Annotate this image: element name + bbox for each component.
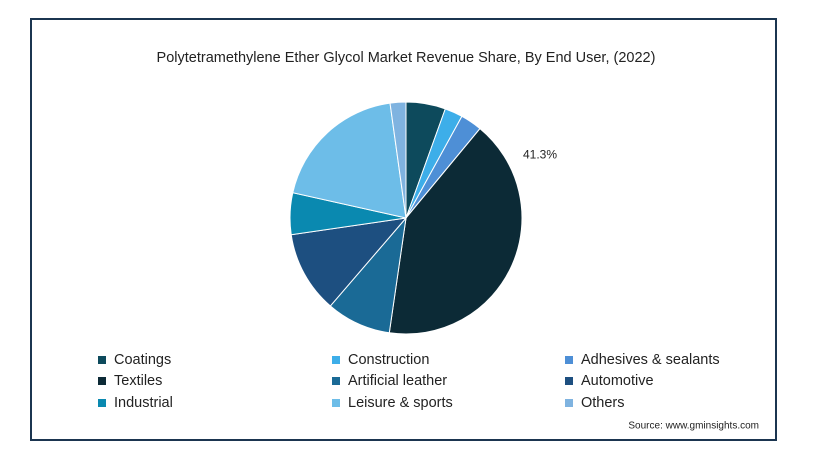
legend-swatch — [332, 356, 340, 364]
pie-slice — [290, 217, 408, 307]
legend-swatch — [565, 399, 573, 407]
pie-slice — [388, 127, 523, 335]
legend-swatch — [98, 356, 106, 364]
legend-swatch — [565, 377, 573, 385]
legend-swatch — [98, 377, 106, 385]
source: Source: www.gminsights.com — [628, 421, 759, 432]
legend-swatch — [98, 399, 106, 407]
data-label: 41.3% — [523, 147, 557, 161]
legend-label: Others — [581, 395, 625, 411]
legend-label: Automotive — [581, 373, 654, 389]
legend-label: Adhesives & sealants — [581, 352, 720, 368]
legend-label: Textiles — [114, 373, 162, 389]
legend-label: Construction — [348, 352, 429, 368]
legend-label: Industrial — [114, 395, 173, 411]
legend-label: Leisure & sports — [348, 395, 453, 411]
legend-swatch — [332, 399, 340, 407]
chart-title: Polytetramethylene Ether Glycol Market R… — [157, 50, 656, 66]
legend-label: Coatings — [114, 352, 171, 368]
legend-swatch — [565, 356, 573, 364]
pie-slice — [292, 102, 407, 219]
legend-label: Artificial leather — [348, 373, 447, 389]
legend-swatch — [332, 377, 340, 385]
pie-slice — [389, 101, 407, 219]
